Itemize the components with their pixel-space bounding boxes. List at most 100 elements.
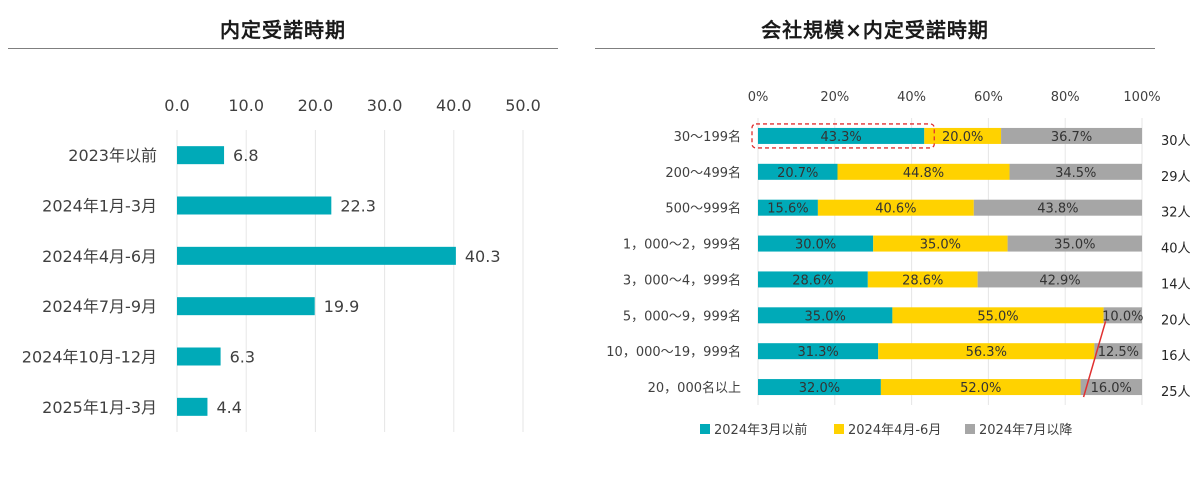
category-label: 200〜499名 bbox=[665, 165, 741, 181]
legend-swatch bbox=[700, 424, 710, 434]
category-label: 2024年10月-12月 bbox=[22, 348, 157, 367]
segment-label: 10.0% bbox=[1102, 309, 1143, 324]
segment-label: 20.0% bbox=[942, 130, 983, 145]
respondent-count: 32人 bbox=[1161, 206, 1191, 221]
bar-segment bbox=[758, 235, 874, 252]
segment-label: 16.0% bbox=[1091, 381, 1132, 396]
data-label: 6.3 bbox=[230, 348, 255, 367]
bar-segment bbox=[758, 307, 893, 324]
bar bbox=[177, 397, 208, 416]
left-chart-title: 内定受諾時期 bbox=[220, 18, 346, 42]
legend-label: 2024年4月-6月 bbox=[848, 423, 941, 438]
category-label: 20，000名以上 bbox=[648, 380, 741, 396]
segment-label: 34.5% bbox=[1055, 166, 1096, 181]
legend-swatch bbox=[965, 424, 975, 434]
left-chart-panel: 内定受諾時期 bbox=[0, 0, 570, 481]
segment-label: 55.0% bbox=[977, 309, 1018, 324]
segment-label: 31.3% bbox=[797, 345, 838, 360]
bar-segment bbox=[1009, 163, 1142, 180]
bar-segment bbox=[977, 271, 1143, 288]
bar-segment bbox=[878, 343, 1095, 360]
highlight-line bbox=[1082, 321, 1107, 398]
x-tick-label: 30.0 bbox=[367, 96, 403, 115]
category-label: 1，000〜2，999名 bbox=[623, 237, 741, 253]
left-title-rule bbox=[8, 48, 558, 49]
segment-label: 20.7% bbox=[777, 166, 818, 181]
bar-segment bbox=[867, 271, 978, 288]
legend-label: 2024年3月以前 bbox=[714, 422, 807, 438]
segment-label: 43.8% bbox=[1037, 202, 1078, 217]
category-label: 10，000〜19，999名 bbox=[606, 344, 741, 360]
category-label: 500〜999名 bbox=[665, 201, 741, 217]
respondent-count: 30人 bbox=[1161, 134, 1191, 149]
x-tick-label: 80% bbox=[1051, 90, 1080, 105]
data-label: 22.3 bbox=[340, 197, 376, 216]
legend-label: 2024年7月以降 bbox=[979, 423, 1072, 438]
bar bbox=[177, 196, 332, 215]
highlight-dashed-box bbox=[751, 123, 935, 149]
x-tick-label: 100% bbox=[1123, 90, 1160, 105]
segment-label: 28.6% bbox=[902, 273, 943, 288]
x-tick-label: 20% bbox=[820, 90, 849, 105]
bar-segment bbox=[880, 379, 1081, 396]
segment-label: 35.0% bbox=[805, 309, 846, 324]
right-chart-title: 会社規模×内定受諾時期 bbox=[761, 18, 989, 42]
category-label: 30〜199名 bbox=[674, 129, 741, 145]
segment-label: 12.5% bbox=[1098, 345, 1139, 360]
bar-segment bbox=[758, 379, 881, 396]
bar-segment bbox=[1080, 379, 1142, 396]
bar-segment bbox=[837, 163, 1010, 180]
bar-segment bbox=[892, 307, 1104, 324]
data-label: 6.8 bbox=[233, 146, 258, 165]
bar-segment bbox=[758, 271, 868, 288]
bar-segment bbox=[1001, 127, 1142, 144]
bar bbox=[177, 347, 221, 366]
segment-label: 40.6% bbox=[875, 202, 916, 217]
bar bbox=[177, 297, 315, 316]
respondent-count: 20人 bbox=[1161, 313, 1191, 328]
bar-segment bbox=[924, 127, 1002, 144]
bar-segment bbox=[758, 343, 879, 360]
bar-segment bbox=[758, 163, 838, 180]
right-chart-panel: 会社規模×内定受諾時期 bbox=[590, 0, 1200, 481]
respondent-count: 16人 bbox=[1161, 349, 1191, 364]
category-label: 2023年以前 bbox=[68, 146, 157, 165]
x-tick-label: 20.0 bbox=[298, 96, 334, 115]
respondent-count: 29人 bbox=[1161, 170, 1191, 185]
segment-label: 15.6% bbox=[767, 202, 808, 217]
data-label: 40.3 bbox=[465, 247, 501, 266]
bar bbox=[177, 246, 456, 265]
segment-label: 28.6% bbox=[792, 273, 833, 288]
segment-label: 43.3% bbox=[820, 130, 861, 145]
respondent-count: 40人 bbox=[1161, 242, 1191, 257]
x-tick-label: 0.0 bbox=[164, 96, 189, 115]
bar-segment bbox=[873, 235, 1008, 252]
bar-segment bbox=[1103, 307, 1142, 324]
category-label: 2024年7月-9月 bbox=[42, 297, 157, 316]
category-label: 2024年4月-6月 bbox=[42, 247, 157, 266]
category-label: 5，000〜9，999名 bbox=[623, 308, 741, 324]
x-tick-label: 10.0 bbox=[228, 96, 264, 115]
bar-segment bbox=[817, 199, 974, 216]
bar-segment bbox=[758, 127, 925, 144]
segment-label: 35.0% bbox=[1054, 238, 1095, 253]
bar-segment bbox=[973, 199, 1142, 216]
segment-label: 35.0% bbox=[920, 238, 961, 253]
x-tick-label: 50.0 bbox=[505, 96, 541, 115]
category-label: 3，000〜4，999名 bbox=[623, 272, 741, 288]
x-tick-label: 40.0 bbox=[436, 96, 472, 115]
segment-label: 52.0% bbox=[960, 381, 1001, 396]
segment-label: 56.3% bbox=[966, 345, 1007, 360]
category-label: 2025年1月-3月 bbox=[42, 398, 157, 417]
segment-label: 44.8% bbox=[903, 166, 944, 181]
segment-label: 30.0% bbox=[795, 238, 836, 253]
category-label: 2024年1月-3月 bbox=[42, 197, 157, 216]
bar-segment bbox=[758, 199, 818, 216]
respondent-count: 14人 bbox=[1161, 277, 1191, 292]
data-label: 19.9 bbox=[324, 297, 360, 316]
x-tick-label: 60% bbox=[974, 90, 1003, 105]
segment-label: 32.0% bbox=[799, 381, 840, 396]
bar-segment bbox=[1007, 235, 1142, 252]
segment-label: 36.7% bbox=[1051, 130, 1092, 145]
respondent-count: 25人 bbox=[1161, 385, 1191, 400]
